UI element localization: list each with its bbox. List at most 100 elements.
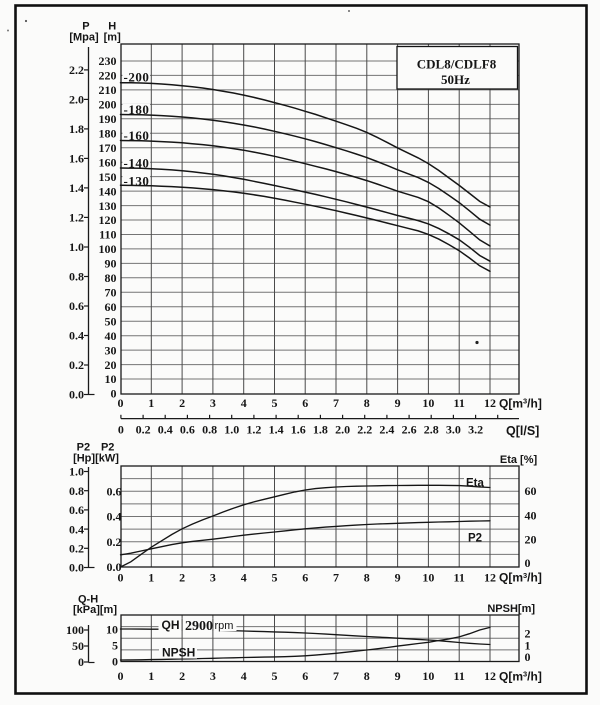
svg-text:170: 170: [99, 141, 117, 155]
svg-text:8: 8: [364, 571, 370, 585]
svg-text:110: 110: [99, 228, 116, 242]
svg-text:200: 200: [99, 98, 117, 112]
svg-text:1.4: 1.4: [269, 423, 284, 437]
svg-text:11: 11: [454, 396, 465, 410]
svg-text:180: 180: [99, 127, 117, 141]
svg-text:2900: 2900: [185, 619, 213, 634]
svg-text:[kPa][m]: [kPa][m]: [73, 604, 117, 616]
svg-text:0: 0: [118, 423, 124, 437]
svg-text:0.2: 0.2: [136, 423, 151, 437]
svg-text:3: 3: [210, 396, 216, 410]
svg-text:Eta: Eta: [466, 478, 485, 490]
svg-text:230: 230: [99, 54, 117, 68]
svg-text:10: 10: [422, 396, 434, 410]
svg-text:P2: P2: [77, 441, 90, 453]
svg-text:40: 40: [105, 329, 117, 343]
svg-text:P: P: [82, 21, 89, 33]
svg-text:0: 0: [118, 571, 124, 585]
svg-text:[Mpa]: [Mpa]: [69, 32, 99, 44]
svg-text:190: 190: [99, 112, 117, 126]
svg-text:2.0: 2.0: [335, 423, 350, 437]
svg-text:30: 30: [105, 343, 117, 357]
svg-text:1.0: 1.0: [69, 465, 84, 479]
svg-text:8: 8: [364, 396, 370, 410]
svg-text:6: 6: [302, 396, 308, 410]
svg-text:0.4: 0.4: [158, 423, 173, 437]
svg-text:2.2: 2.2: [69, 63, 84, 77]
svg-text:70: 70: [105, 286, 117, 300]
svg-text:8: 8: [364, 669, 370, 683]
svg-text:Q[m3/h]: Q[m3/h]: [499, 396, 542, 410]
svg-text:3: 3: [210, 669, 216, 683]
svg-text:-200: -200: [124, 69, 150, 84]
svg-text:NPSH: NPSH: [162, 646, 195, 660]
svg-text:0.6: 0.6: [180, 423, 195, 437]
svg-text:0: 0: [525, 650, 531, 664]
svg-text:60: 60: [525, 484, 537, 498]
svg-text:11: 11: [454, 669, 465, 683]
svg-text:10: 10: [422, 669, 434, 683]
svg-text:10: 10: [422, 571, 434, 585]
svg-text:9: 9: [395, 669, 401, 683]
svg-text:4: 4: [241, 571, 247, 585]
svg-text:0.4: 0.4: [107, 510, 122, 524]
svg-text:1.4: 1.4: [69, 181, 84, 195]
svg-text:0: 0: [111, 387, 117, 401]
svg-text:0.8: 0.8: [69, 484, 84, 498]
svg-text:1: 1: [148, 571, 154, 585]
svg-text:0.2: 0.2: [69, 358, 84, 372]
svg-text:-140: -140: [124, 156, 150, 171]
svg-text:rpm: rpm: [215, 620, 234, 632]
svg-text:5: 5: [272, 396, 278, 410]
svg-text:6: 6: [302, 571, 308, 585]
svg-text:0.6: 0.6: [107, 485, 122, 499]
svg-text:1: 1: [525, 639, 531, 653]
svg-text:5: 5: [272, 669, 278, 683]
svg-text:-130: -130: [124, 173, 150, 188]
svg-text:0.0: 0.0: [69, 388, 84, 402]
svg-text:0.0: 0.0: [107, 560, 122, 574]
svg-text:1.2: 1.2: [69, 211, 84, 225]
svg-text:50: 50: [72, 639, 84, 653]
svg-text:11: 11: [454, 571, 465, 585]
svg-text:150: 150: [99, 170, 117, 184]
svg-text:1.2: 1.2: [246, 423, 261, 437]
svg-text:0: 0: [118, 396, 124, 410]
svg-text:1: 1: [148, 396, 154, 410]
svg-text:0.6: 0.6: [69, 299, 84, 313]
svg-text:Q[m3/h]: Q[m3/h]: [499, 571, 542, 585]
svg-text:40: 40: [525, 509, 537, 523]
svg-text:2: 2: [179, 669, 185, 683]
svg-text:2.0: 2.0: [69, 93, 84, 107]
svg-text:5: 5: [272, 571, 278, 585]
svg-text:0.6: 0.6: [69, 503, 84, 517]
svg-text:3.0: 3.0: [446, 423, 461, 437]
svg-text:H: H: [108, 21, 116, 33]
svg-text:CDL8/CDLF8: CDL8/CDLF8: [417, 57, 497, 72]
svg-text:10: 10: [105, 372, 117, 386]
svg-text:4: 4: [241, 669, 247, 683]
svg-text:80: 80: [105, 271, 117, 285]
svg-text:3.2: 3.2: [468, 423, 483, 437]
svg-text:7: 7: [333, 571, 339, 585]
svg-text:0: 0: [112, 655, 118, 669]
svg-text:50: 50: [105, 314, 117, 328]
svg-text:Q-H: Q-H: [78, 593, 98, 605]
svg-text:-180: -180: [124, 102, 150, 117]
svg-text:7: 7: [333, 396, 339, 410]
svg-text:1.6: 1.6: [291, 423, 306, 437]
svg-text:1.8: 1.8: [69, 122, 84, 136]
svg-text:12: 12: [484, 396, 496, 410]
svg-text:5: 5: [112, 639, 118, 653]
svg-text:[Hp][kW]: [Hp][kW]: [73, 453, 119, 465]
svg-text:0.2: 0.2: [107, 535, 122, 549]
svg-text:2: 2: [179, 571, 185, 585]
svg-text:0: 0: [118, 669, 124, 683]
svg-text:90: 90: [105, 257, 117, 271]
svg-text:0: 0: [78, 655, 84, 669]
svg-text:1.6: 1.6: [69, 152, 84, 166]
svg-text:20: 20: [525, 533, 537, 547]
svg-text:2: 2: [525, 627, 531, 641]
svg-text:3: 3: [210, 571, 216, 585]
svg-text:1.0: 1.0: [224, 423, 239, 437]
